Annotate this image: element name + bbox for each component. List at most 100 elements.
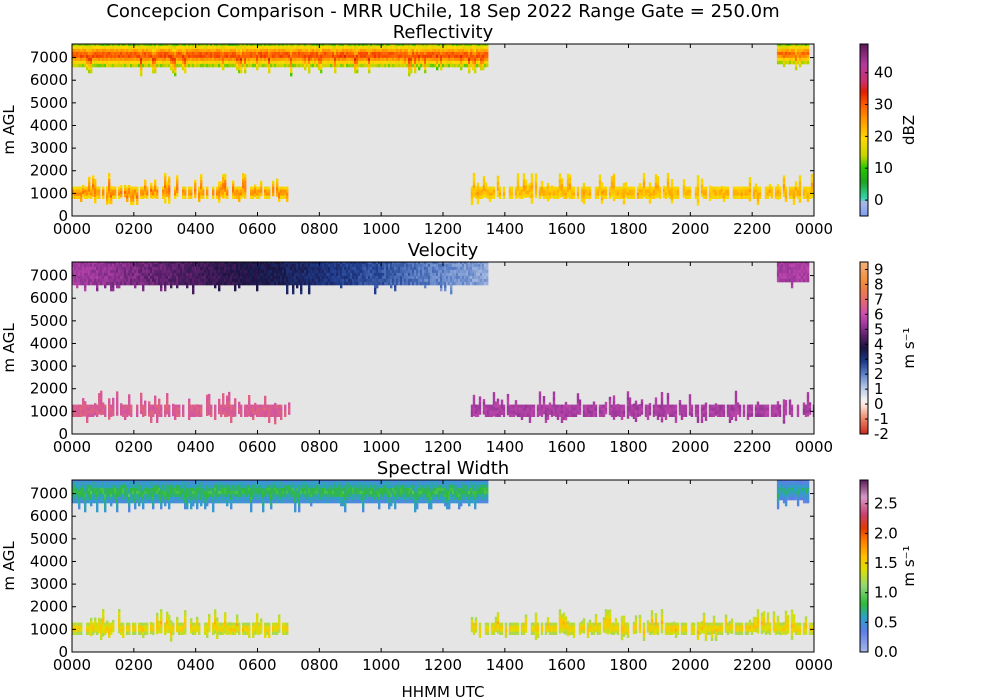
heatmap-band-1 [72,262,489,295]
y-tick-label: 4000 [30,334,68,352]
panel-3: Spectral Width 0000 0200 0400 0600 0800 1000 12… [0,458,918,674]
heatmap-band-1 [72,44,489,77]
heatmap-band-2 [776,480,810,510]
colorbar-label: dBZ [900,115,918,145]
heatmap-band-2 [776,262,810,289]
y-tick-label: 6000 [30,507,68,525]
heatmap-layer [72,44,814,206]
heatmap-band-1 [72,480,489,513]
x-tick-label: 0000 [795,220,833,238]
x-tick-label: 1600 [548,656,586,674]
x-tick-label: 0400 [177,438,215,456]
y-tick-label: 0 [58,207,68,225]
x-tick-label: 0800 [300,438,338,456]
x-tick-label: 0400 [177,656,215,674]
x-tick-label: 1600 [548,438,586,456]
y-tick-label: 3000 [30,139,68,157]
y-tick-label: 2000 [30,598,68,616]
x-tick-label: 2000 [671,220,709,238]
panel-title: Spectral Width [377,458,509,479]
colorbar-tick-label: -2 [874,425,889,443]
x-tick-label: 2000 [671,438,709,456]
x-tick-label: 2200 [733,438,771,456]
x-tick-label: 1800 [609,656,647,674]
heatmap-band-4 [470,172,814,206]
y-tick-label: 4000 [30,552,68,570]
colorbar-tick-label: 7 [874,290,884,308]
colorbar-tick-label: 0 [874,191,884,209]
colorbar-tick-label: 9 [874,260,884,278]
colorbar-tick-label: 2.0 [874,524,898,542]
colorbar-tick-label: 0.0 [874,643,898,661]
y-tick-label: 3000 [30,575,68,593]
y-tick-label: 0 [58,643,68,661]
x-tick-label: 0200 [115,438,153,456]
x-tick-label: 0000 [53,656,91,674]
colorbar-tick-label: 3 [874,350,884,368]
x-tick-label: 1000 [362,220,400,238]
x-tick-label: 0000 [795,438,833,456]
colorbar-tick-label: 4 [874,335,884,353]
y-tick-label: 5000 [30,530,68,548]
x-tick-label: 0200 [115,656,153,674]
colorbar: 0 10 20 30 40 dBZ [859,43,918,217]
x-tick-label: 0000 [795,656,833,674]
panel-title: Reflectivity [393,22,494,43]
x-tick-label: 2000 [671,656,709,674]
y-tick-label: 5000 [30,94,68,112]
heatmap-band-4 [470,390,814,424]
figure-x-axis-label: HHMM UTC [402,683,485,700]
heatmap-layer [72,480,814,642]
colorbar-tick-label: 20 [874,127,893,145]
colorbar-tick-label: 10 [874,159,893,177]
y-axis-label: m AGL [0,105,18,155]
x-tick-label: 1400 [486,656,524,674]
colorbar-tick-label: 1.5 [874,554,898,572]
panel-title: Velocity [408,240,479,261]
colorbar-tick-label: 1 [874,380,884,398]
heatmap-band-3 [72,173,289,205]
heatmap-band-3 [72,609,289,642]
x-tick-label: 0000 [53,438,91,456]
x-tick-label: 1400 [486,438,524,456]
colorbar-tick-label: 1.0 [874,584,898,602]
y-tick-label: 2000 [30,380,68,398]
x-tick-label: 2200 [733,220,771,238]
colorbar-tick-label: 2 [874,365,884,383]
y-tick-label: 3000 [30,357,68,375]
colorbar-tick-label: 40 [874,64,893,82]
y-tick-label: 7000 [30,267,68,285]
colorbar-tick-label: 0 [874,395,884,413]
x-tick-label: 1000 [362,438,400,456]
x-tick-label: 2200 [733,656,771,674]
x-tick-label: 1200 [424,220,462,238]
y-tick-label: 1000 [30,620,68,638]
x-tick-label: 0800 [300,220,338,238]
y-tick-label: 1000 [30,402,68,420]
x-tick-label: 1800 [609,220,647,238]
figure-title: Concepcion Comparison - MRR UChile, 18 S… [106,1,779,22]
x-tick-label: 1400 [486,220,524,238]
colorbar-tick-label: 5 [874,320,884,338]
x-tick-label: 0800 [300,656,338,674]
heatmap-band-4 [470,609,814,641]
y-tick-label: 7000 [30,485,68,503]
x-tick-label: 1200 [424,656,462,674]
y-axis-label: m AGL [0,323,18,373]
colorbar-tick-label: 2.5 [874,495,898,513]
colorbar-tick-label: 0.5 [874,613,898,631]
colorbar-tick-label: 8 [874,275,884,293]
y-tick-label: 6000 [30,289,68,307]
x-tick-label: 1200 [424,438,462,456]
colorbar-label: m s⁻¹ [900,545,918,586]
x-tick-label: 1800 [609,438,647,456]
x-tick-label: 0600 [238,220,276,238]
y-tick-label: 0 [58,425,68,443]
colorbar-tick-label: -1 [874,410,889,428]
y-tick-label: 1000 [30,184,68,202]
y-axis-label: m AGL [0,541,18,591]
